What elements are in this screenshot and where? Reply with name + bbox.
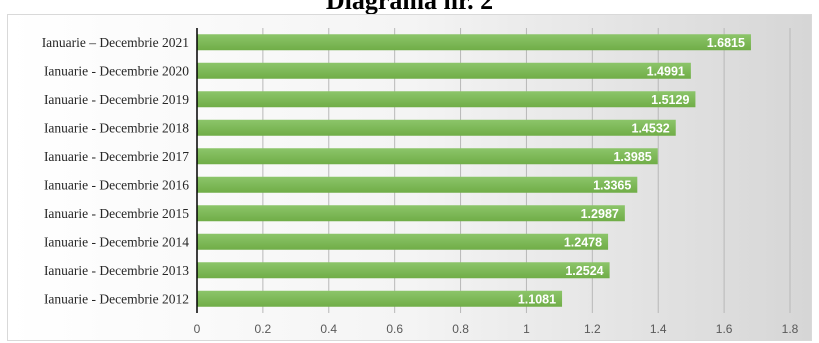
data-label: 1.6815 <box>707 36 745 50</box>
x-tick-label: 0.8 <box>452 322 469 336</box>
category-label: Ianuarie - Decembrie 2016 <box>44 177 189 192</box>
x-tick-label: 1 <box>523 322 530 336</box>
category-label: Ianuarie - Decembrie 2015 <box>44 206 189 221</box>
x-tick-label: 0 <box>194 322 201 336</box>
bar-chart: 1.6815 1.4991 1.5129 1.4532 1.3985 1.3365 1.29… <box>42 28 799 336</box>
category-labels: Ianuarie – Decembrie 2021 Ianuarie - Dece… <box>42 35 190 307</box>
bar <box>197 62 691 79</box>
x-tick-label: 1.8 <box>782 322 799 336</box>
bar <box>197 233 609 250</box>
bar <box>197 205 625 222</box>
category-label: Ianuarie - Decembrie 2012 <box>44 291 189 306</box>
bar <box>197 290 563 307</box>
chart-title: Diagrama nr. 2 <box>325 0 494 15</box>
data-label: 1.1081 <box>518 292 556 306</box>
category-label: Ianuarie - Decembrie 2017 <box>44 149 189 164</box>
data-label: 1.3365 <box>593 178 631 192</box>
data-label: 1.2987 <box>581 207 619 221</box>
x-tick-label: 0.6 <box>386 322 403 336</box>
bar <box>197 148 658 165</box>
x-tick-label: 1.4 <box>650 322 667 336</box>
data-label: 1.5129 <box>651 93 689 107</box>
bar <box>197 119 676 136</box>
category-label: Ianuarie - Decembrie 2014 <box>44 234 189 249</box>
category-label: Ianuarie - Decembrie 2018 <box>44 120 189 135</box>
x-tick-label: 1.6 <box>716 322 733 336</box>
data-label: 1.2478 <box>564 235 602 249</box>
data-label: 1.4991 <box>647 64 685 78</box>
bars: 1.6815 1.4991 1.5129 1.4532 1.3985 1.3365 1.29… <box>197 34 751 307</box>
bar <box>197 262 610 279</box>
x-axis-tick-labels: 0 0.2 0.4 0.6 0.8 1 1.2 1.4 1.6 1.8 <box>194 322 799 336</box>
x-tick-label: 1.2 <box>584 322 601 336</box>
bar <box>197 91 696 108</box>
category-label: Ianuarie – Decembrie 2021 <box>42 35 189 50</box>
data-label: 1.2524 <box>565 264 603 278</box>
data-label: 1.3985 <box>613 150 651 164</box>
x-tick-label: 0.4 <box>320 322 337 336</box>
chart-area: 1.6815 1.4991 1.5129 1.4532 1.3985 1.3365 1.29… <box>7 14 812 341</box>
bar <box>197 176 638 193</box>
category-label: Ianuarie - Decembrie 2019 <box>44 92 189 107</box>
category-label: Ianuarie - Decembrie 2013 <box>44 263 189 278</box>
bar <box>197 34 751 51</box>
data-label: 1.4532 <box>632 121 670 135</box>
category-label: Ianuarie - Decembrie 2020 <box>44 63 189 78</box>
x-tick-label: 0.2 <box>255 322 272 336</box>
